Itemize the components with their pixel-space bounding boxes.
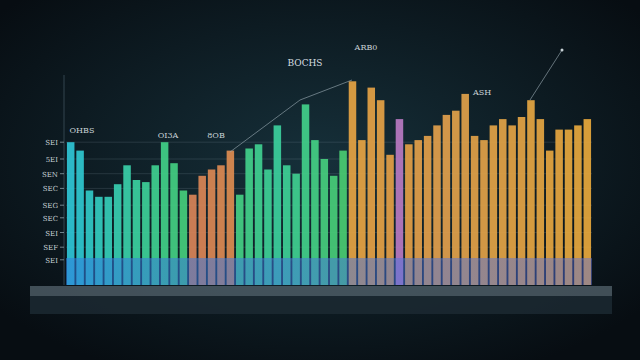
tick-mark [60,247,64,248]
tick-mark [60,188,64,189]
bars [67,81,591,285]
trend-dot [561,49,564,52]
annotation: 8OB [207,131,225,140]
tick-mark [60,159,64,160]
annotation: OI3A [158,131,179,140]
annotation: ASH [472,88,491,97]
tick-mark [60,142,64,143]
tick-mark [60,173,64,174]
platform-reflection [30,296,612,314]
platform [30,286,612,296]
bar [377,100,385,285]
annotation: OHBS [70,126,95,135]
tick-label: SEN [42,171,58,179]
tick-label: SEC [43,185,58,193]
annotation: ARB0 [354,43,378,52]
chart: SEI SEF SEI SEC SEG SEC SEN 5EI SEI BOCHS ARB0 ASH O… [0,0,640,360]
tick-label: 5EI [46,156,59,164]
tick-mark [60,259,64,260]
bar [302,104,310,285]
tick-label: SEI [45,230,58,238]
tick-mark [60,205,64,206]
background [0,0,640,360]
tick-label: SEF [43,244,58,252]
tick-label: SEC [43,215,58,223]
tick-label: SEI [45,139,58,147]
bar [527,100,535,285]
title: BOCHS [287,58,322,68]
tick-label: SEI [45,257,58,265]
tick-mark [60,232,64,233]
trend-line [230,80,352,152]
tick-mark [60,217,64,218]
bar [461,94,469,285]
bar [349,81,357,285]
bar [368,88,376,285]
y-axis [64,75,65,285]
glow-band [66,258,592,285]
trend-line [530,50,562,100]
tick-label: SEG [43,202,59,210]
